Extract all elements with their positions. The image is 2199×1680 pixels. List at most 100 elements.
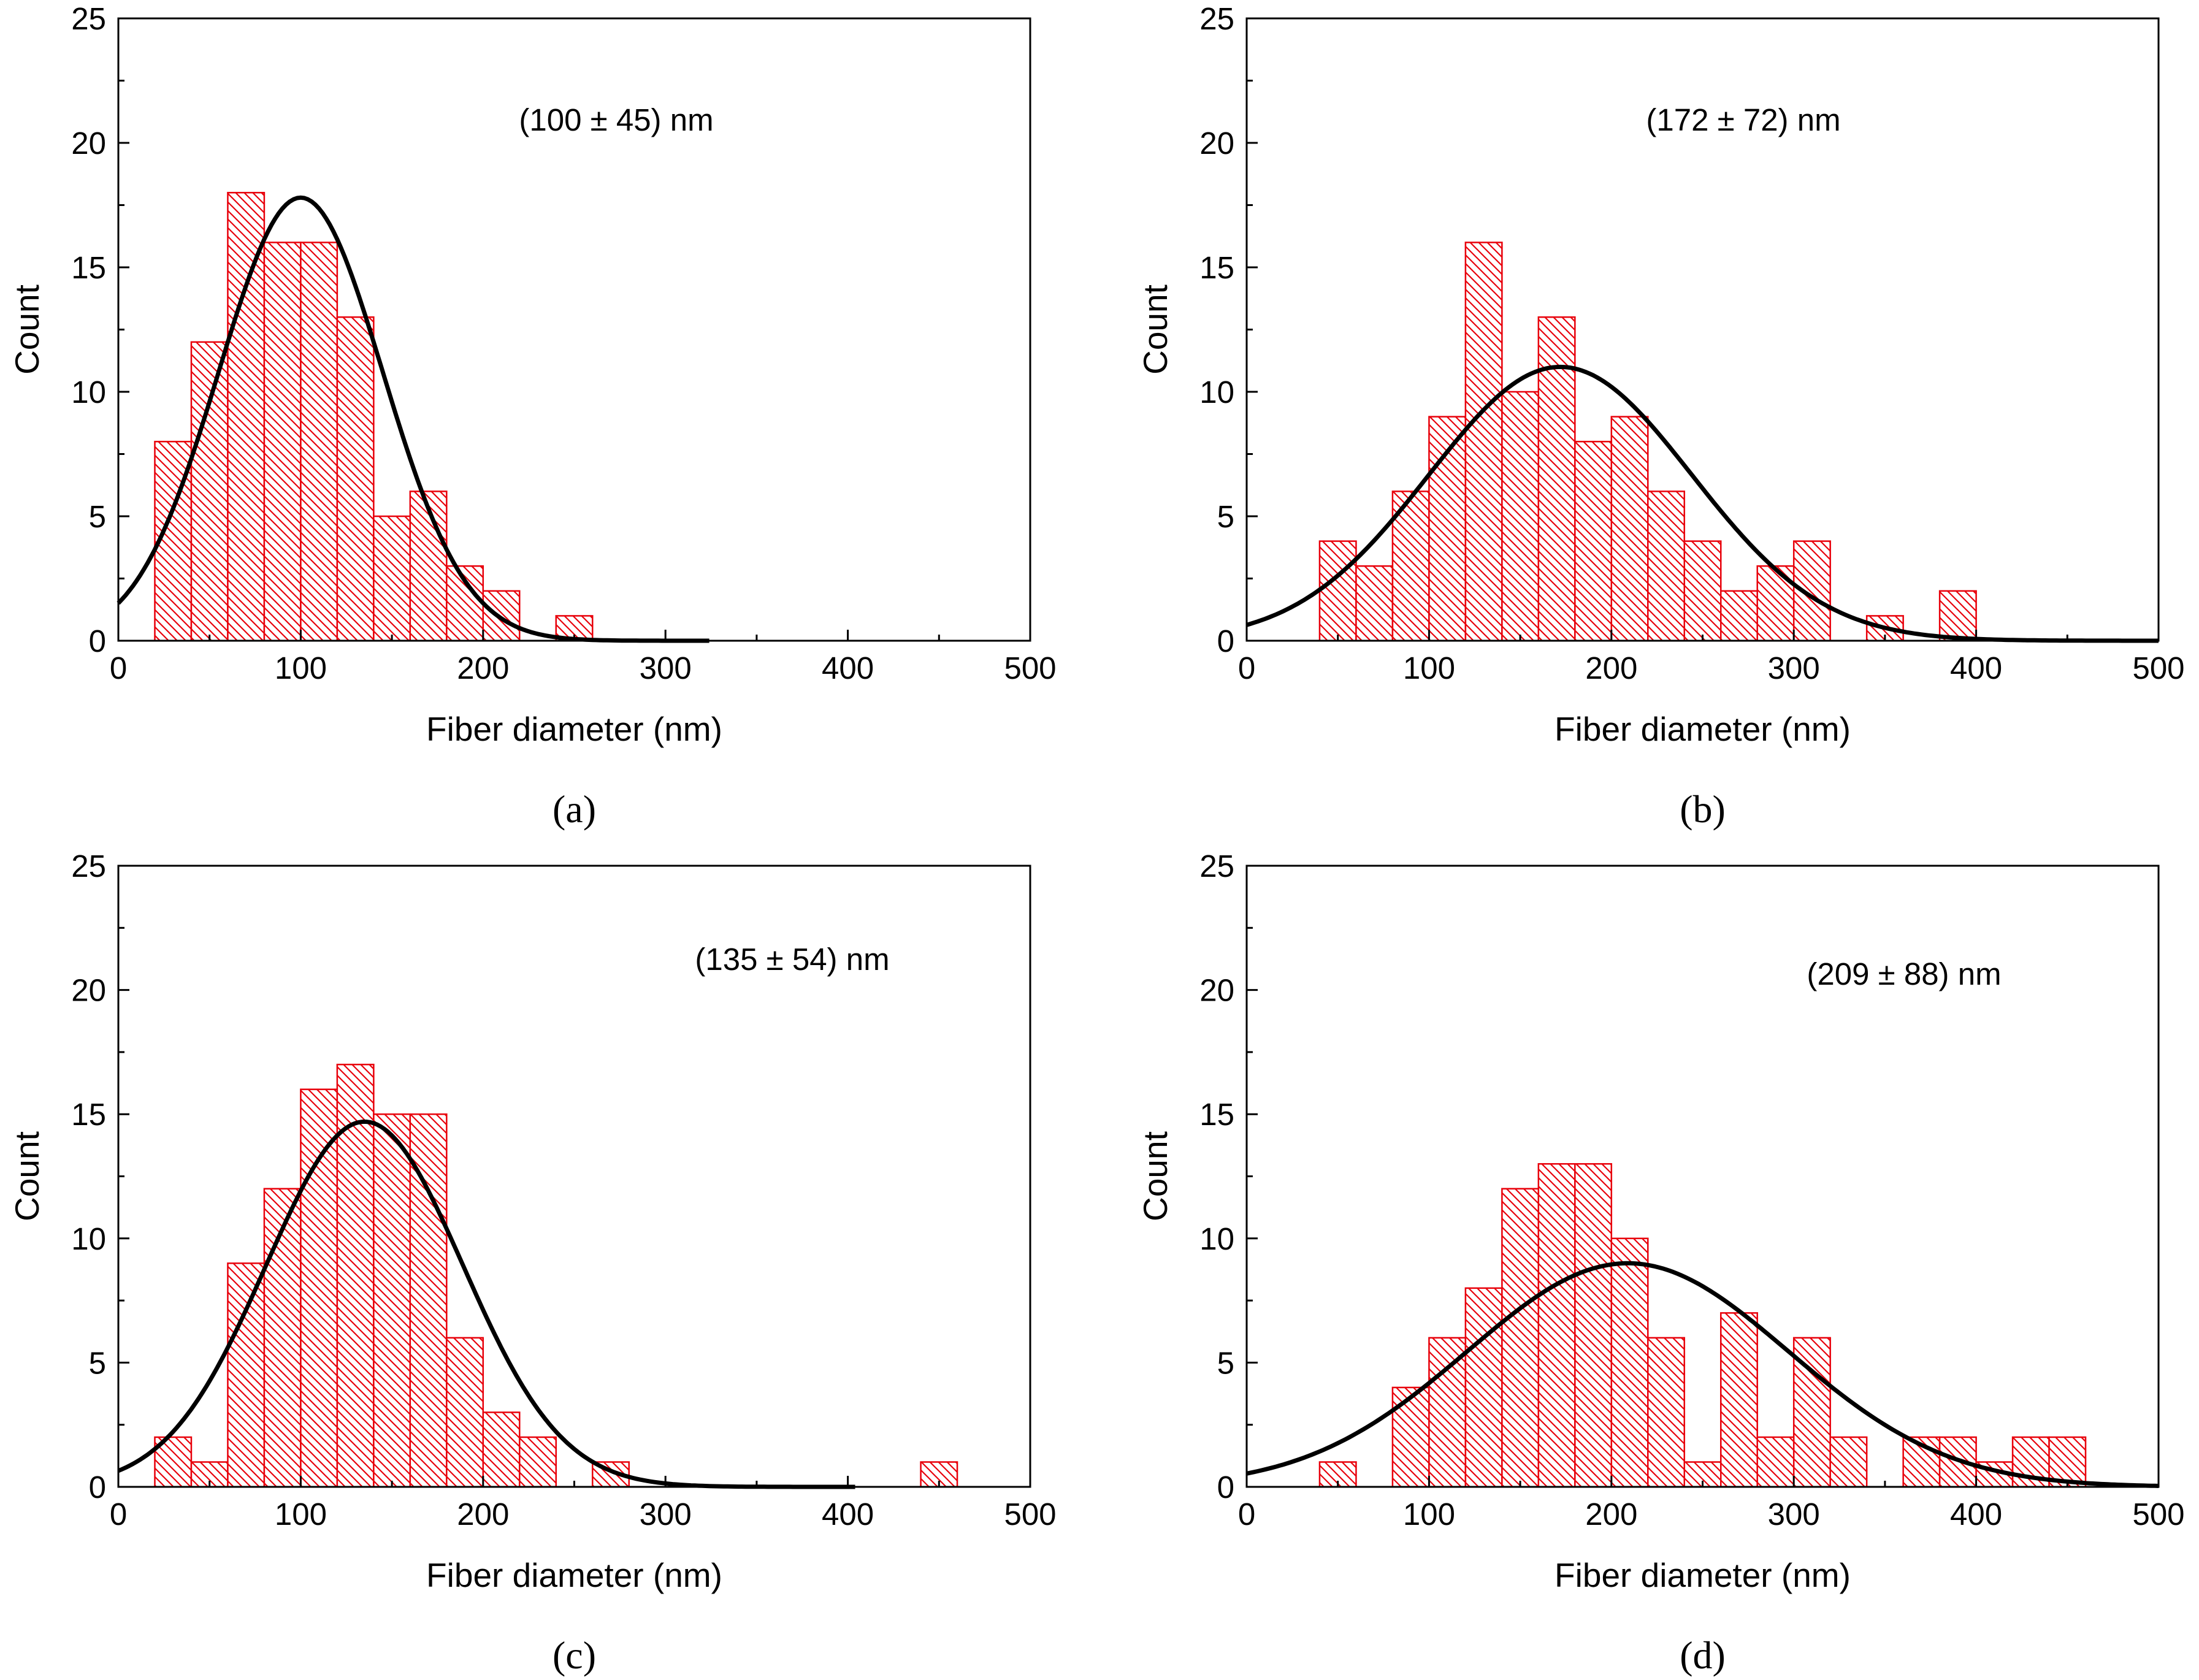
y-tick-label: 0 [1217, 1470, 1234, 1505]
y-tick-label: 25 [1199, 849, 1234, 884]
histogram-bar [1938, 590, 1977, 642]
y-tick-label: 10 [71, 1221, 106, 1256]
histogram-bar [300, 242, 338, 642]
x-tick-label: 400 [1950, 651, 2002, 685]
y-tick-label: 20 [71, 973, 106, 1008]
y-tick-label: 5 [89, 499, 106, 534]
histogram-bars [1318, 242, 1977, 642]
histogram-bar [1756, 1436, 1795, 1488]
histogram-bar [373, 515, 411, 642]
x-tick-label: 200 [457, 651, 509, 685]
y-tick-label: 0 [89, 1470, 106, 1505]
histogram-bar [373, 1113, 411, 1488]
x-tick-label: 300 [640, 651, 692, 685]
x-axis-title: Fiber diameter (nm) [1555, 1556, 1851, 1594]
y-tick-label: 25 [1199, 1, 1234, 36]
panel-label: (c) [553, 1633, 596, 1677]
y-tick-label: 10 [71, 375, 106, 410]
x-tick-label: 500 [2132, 1497, 2184, 1532]
x-tick-label: 500 [1004, 1497, 1056, 1532]
y-tick-label: 20 [1199, 126, 1234, 161]
x-tick-label: 100 [1403, 651, 1455, 685]
x-tick-label: 100 [275, 651, 327, 685]
histogram-bar [519, 1436, 557, 1488]
histogram-bar [1318, 540, 1357, 642]
histogram-bar [227, 191, 266, 642]
chart-panel: 0 100 200 300 400 500 0 5 10 15 20 25 Fiber diameter… [8, 1, 1057, 831]
x-axis-ticks: 0 100 200 300 400 500 [1238, 630, 2185, 685]
y-axis-title: Count [8, 284, 46, 375]
histogram-bars [1318, 1163, 2087, 1488]
x-tick-label: 0 [110, 1497, 127, 1532]
x-tick-label: 300 [1768, 1497, 1820, 1532]
y-axis-ticks: 0 5 10 15 20 25 [1199, 849, 1258, 1505]
histogram-bars [154, 191, 594, 642]
histogram-bar [1464, 1287, 1503, 1488]
y-tick-label: 25 [71, 849, 106, 884]
chart-panel: 0 100 200 300 400 500 0 5 10 15 20 25 Fiber diameter… [1136, 1, 2185, 831]
y-tick-label: 5 [1217, 1345, 1234, 1380]
y-axis-ticks: 0 5 10 15 20 25 [1199, 1, 1258, 659]
y-axis-title: Count [8, 1131, 46, 1221]
plot-frame [1245, 865, 2160, 1488]
y-axis-ticks: 0 5 10 15 20 25 [71, 1, 129, 659]
x-tick-label: 200 [457, 1497, 509, 1532]
histogram-bar [1647, 491, 1686, 642]
y-tick-label: 5 [89, 1345, 106, 1380]
x-tick-label: 400 [822, 651, 874, 685]
x-tick-label: 100 [275, 1497, 327, 1532]
histogram-bar [1756, 565, 1795, 642]
histogram-bar [482, 1411, 521, 1488]
y-axis-ticks: 0 5 10 15 20 25 [71, 849, 129, 1505]
x-axis-ticks: 0 100 200 300 400 500 [1238, 1476, 2185, 1532]
y-tick-label: 25 [71, 1, 106, 36]
panel-label: (d) [1680, 1633, 1726, 1677]
chart-panel: 0 100 200 300 400 500 0 5 10 15 20 25 Fiber diameter… [8, 849, 1057, 1677]
y-tick-label: 20 [71, 126, 106, 161]
histogram-bar [336, 1063, 375, 1488]
histogram-bar [336, 316, 375, 642]
x-axis-title: Fiber diameter (nm) [426, 1556, 722, 1594]
x-tick-label: 500 [1004, 651, 1056, 685]
x-tick-label: 0 [1238, 1497, 1255, 1532]
histogram-bar [1610, 416, 1649, 642]
histogram-bar [1355, 565, 1394, 642]
x-tick-label: 400 [822, 1497, 874, 1532]
histogram-bar [446, 1337, 484, 1488]
y-tick-label: 10 [1199, 375, 1234, 410]
histogram-bar [190, 341, 229, 642]
histogram-bar [1501, 1188, 1540, 1488]
histogram-bar [1829, 1436, 1868, 1488]
y-tick-label: 0 [89, 624, 106, 659]
x-tick-label: 300 [1768, 651, 1820, 685]
x-tick-label: 300 [640, 1497, 692, 1532]
y-tick-label: 20 [1199, 973, 1234, 1008]
y-tick-label: 15 [71, 250, 106, 285]
x-tick-label: 400 [1950, 1497, 2002, 1532]
x-tick-label: 200 [1585, 651, 1637, 685]
histogram-bars [154, 1063, 958, 1488]
fit-annotation: (100 ± 45) nm [519, 102, 713, 137]
histogram-bar [1464, 242, 1503, 642]
histogram-bar [1683, 540, 1722, 642]
histogram-bar [1574, 440, 1613, 642]
x-tick-label: 200 [1585, 1497, 1637, 1532]
fit-annotation: (135 ± 54) nm [695, 942, 889, 977]
x-axis-ticks: 0 100 200 300 400 500 [110, 1476, 1057, 1532]
histogram-bar [1391, 1386, 1430, 1488]
histogram-bar [1719, 590, 1758, 642]
histogram-bar [300, 1088, 338, 1488]
fit-annotation: (172 ± 72) nm [1646, 102, 1840, 137]
fit-annotation: (209 ± 88) nm [1807, 956, 2001, 991]
y-tick-label: 0 [1217, 624, 1234, 659]
x-tick-label: 100 [1403, 1497, 1455, 1532]
x-tick-label: 500 [2132, 651, 2184, 685]
histogram-bar [263, 242, 302, 642]
x-tick-label: 0 [1238, 651, 1255, 685]
y-tick-label: 15 [71, 1097, 106, 1132]
histogram-bar [409, 491, 448, 642]
gaussian-fit-curve [1246, 1261, 2159, 1488]
histogram-bar [1501, 391, 1540, 642]
chart-panel: 0 100 200 300 400 500 0 5 10 15 20 25 Fiber diameter… [1136, 849, 2185, 1677]
